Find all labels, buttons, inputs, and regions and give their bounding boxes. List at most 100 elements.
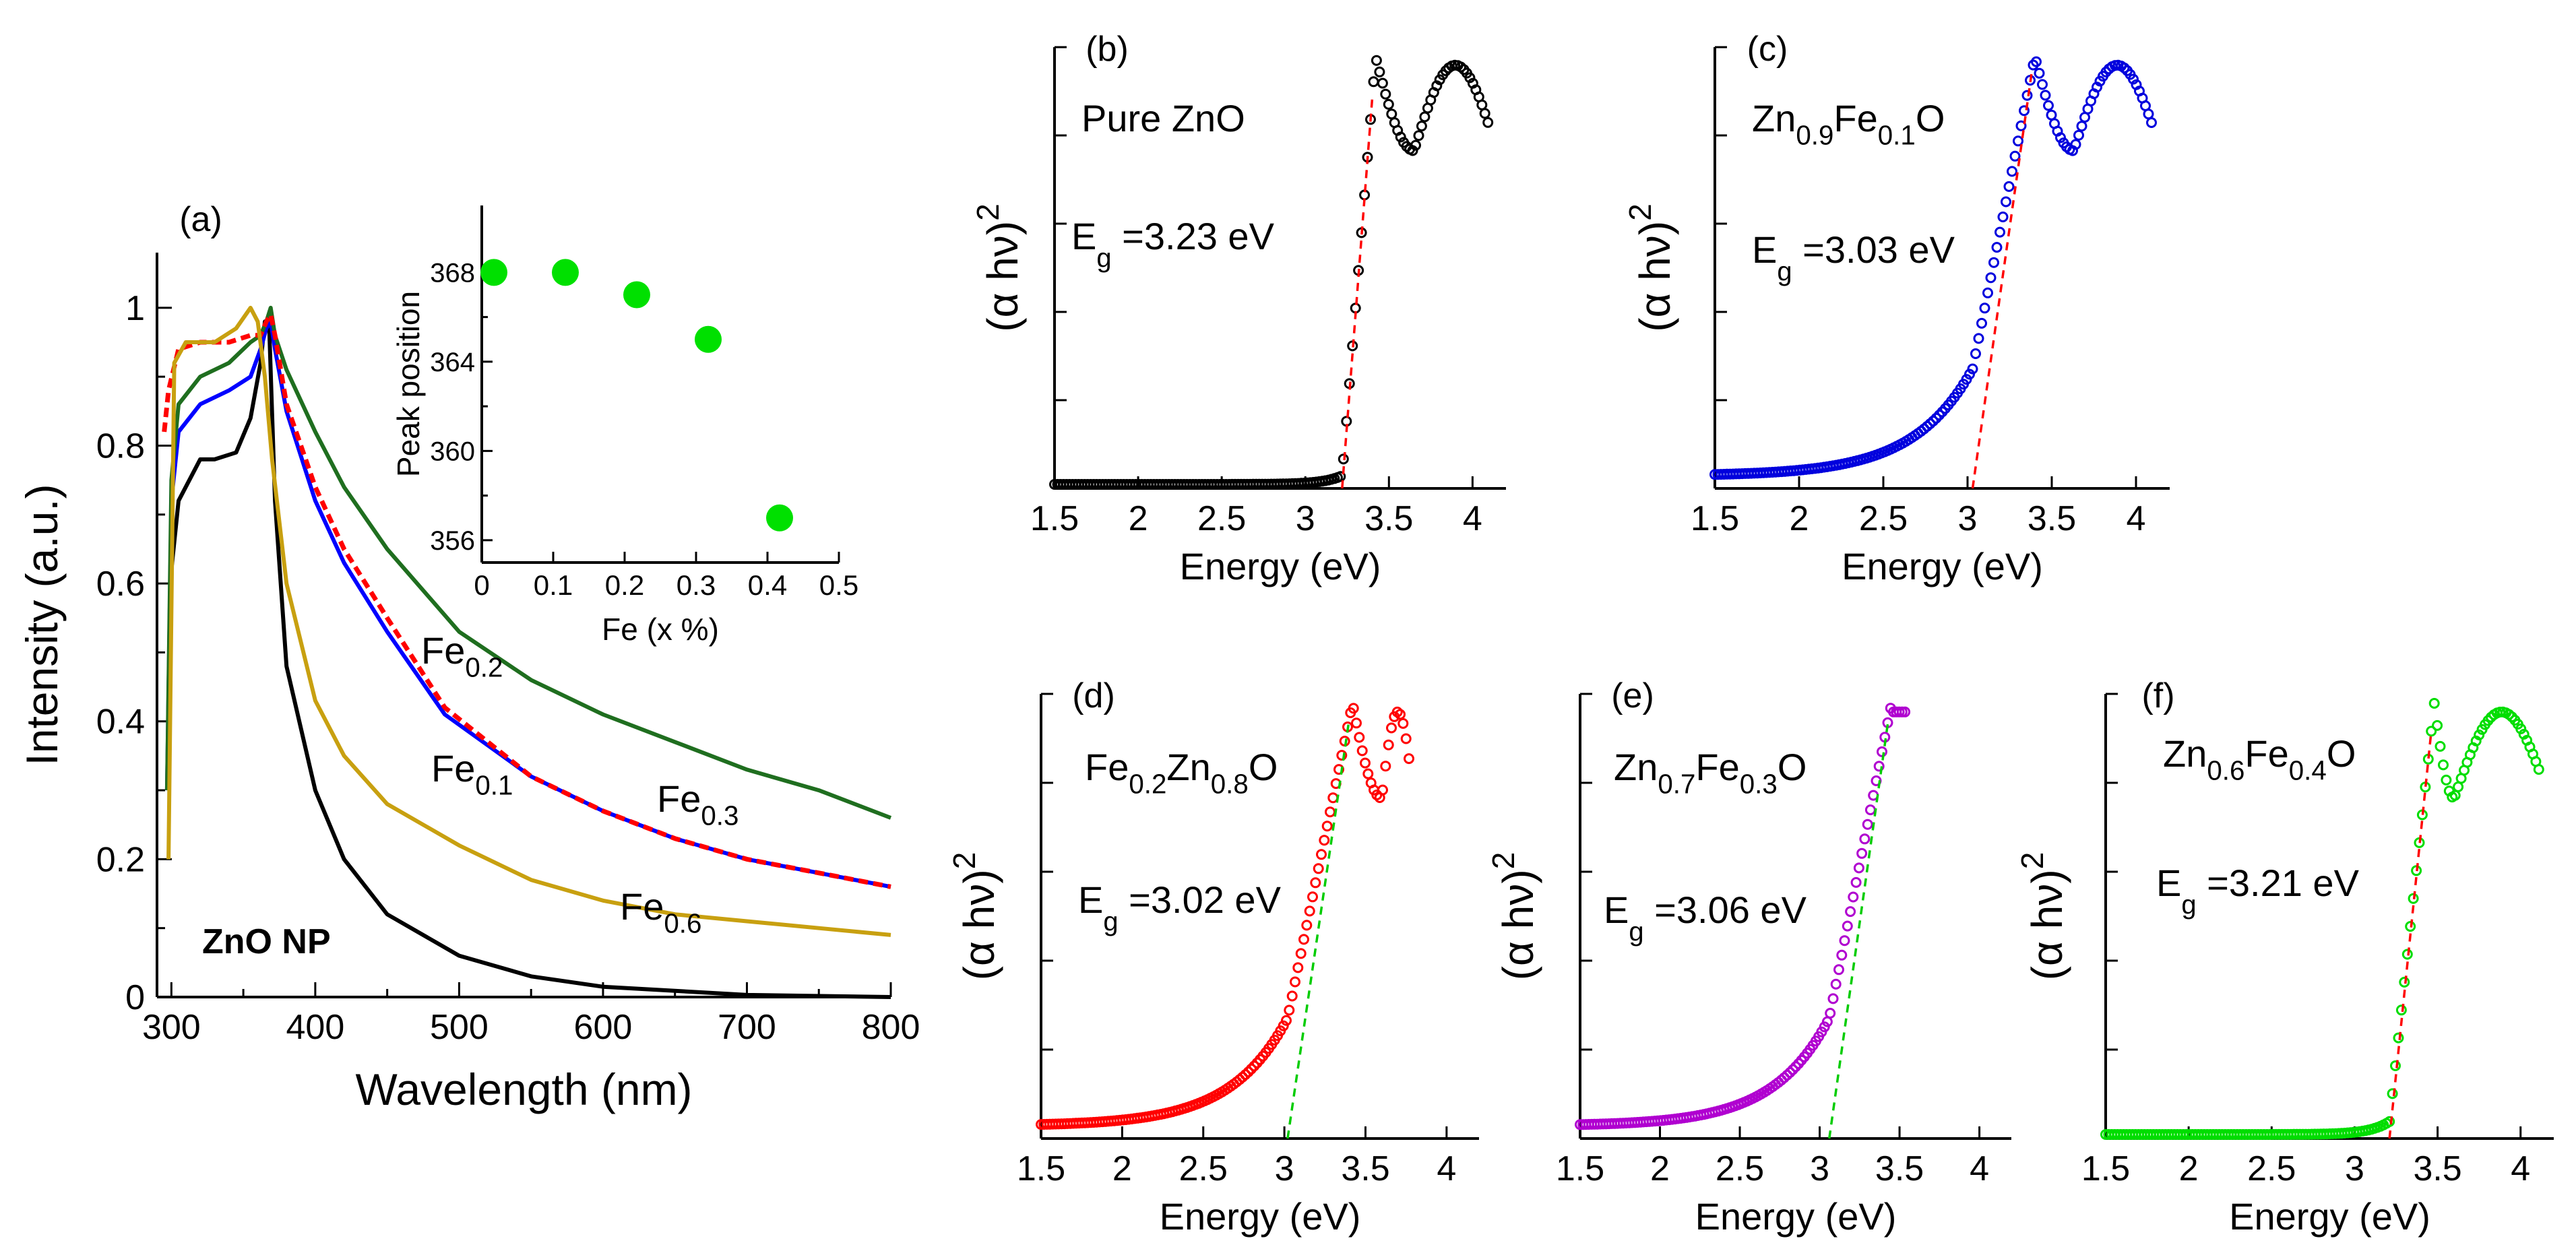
label-fe01: Fe0.1 <box>431 747 513 801</box>
x-tick-label: 500 <box>430 1008 489 1047</box>
band-gap-text: E <box>1752 228 1777 271</box>
data-point <box>1856 847 1868 859</box>
data-point <box>1246 1063 1257 1075</box>
data-point <box>1476 99 1488 110</box>
band-gap-label: Eg =3.02 eV <box>1078 878 1282 936</box>
data-point <box>1377 77 1388 89</box>
data-point <box>1348 703 1359 714</box>
inset-data-point <box>766 504 793 532</box>
inset-data-point <box>623 281 650 309</box>
formula-part: O <box>2327 732 2356 775</box>
data-point <box>2037 79 2048 90</box>
data-point <box>1371 55 1382 66</box>
data-point <box>1310 877 1321 889</box>
data-point <box>1400 733 1412 744</box>
data-point <box>2046 109 2057 121</box>
x-tick-label: 3 <box>1275 1149 1294 1188</box>
x-tick-label: 600 <box>574 1008 633 1047</box>
subscript: 0.1 <box>475 770 513 801</box>
data-point <box>1839 935 1850 947</box>
data-point <box>2533 764 2544 775</box>
data-point <box>1964 369 1975 380</box>
band-gap-text: E <box>2156 862 2181 904</box>
series-line-zno <box>166 319 891 999</box>
data-point <box>1994 226 2005 238</box>
data-point <box>2399 976 2410 988</box>
data-point <box>2441 774 2452 786</box>
band-gap-text: E <box>1604 889 1629 931</box>
data-point <box>1848 891 1859 903</box>
y-tick-label: 1 <box>125 289 145 328</box>
x-tick-label: 3 <box>2345 1149 2364 1188</box>
y-label-exponent: 2 <box>2015 852 2050 870</box>
data-point <box>1845 906 1856 918</box>
subscript: g <box>1629 917 1643 947</box>
tauc-fit-line <box>1828 719 1890 1139</box>
label-fe03: Fe0.3 <box>657 777 739 831</box>
data-point <box>1335 471 1346 482</box>
sample-name: Pure ZnO <box>1081 97 1245 139</box>
subscript: g <box>1777 257 1792 286</box>
data-point <box>1864 804 1876 816</box>
inset-x-tick-label: 0.5 <box>819 569 858 601</box>
data-point <box>1374 66 1385 77</box>
data-point <box>1298 934 1309 945</box>
x-tick-label: 2.5 <box>1716 1149 1764 1188</box>
y-tick-label: 0.8 <box>96 426 145 466</box>
data-point <box>2395 1004 2407 1016</box>
data-point <box>2515 723 2527 734</box>
formula-part: Fe <box>657 777 701 820</box>
data-point <box>1877 746 1887 757</box>
data-point <box>1827 993 1839 1004</box>
data-point <box>1304 905 1315 917</box>
x-tick-label: 3 <box>1296 499 1315 538</box>
data-point <box>2405 921 2416 932</box>
band-gap-text: E <box>1078 878 1103 921</box>
x-tick-label: 3 <box>1810 1149 1829 1188</box>
x-tick-label: 2 <box>2179 1149 2199 1188</box>
series-line-fe02 <box>164 305 892 820</box>
data-point <box>2031 56 2042 67</box>
inset-x-tick-label: 0 <box>474 569 489 601</box>
x-tick-label: 300 <box>142 1008 201 1047</box>
subscript: 0.9 <box>1796 120 1833 151</box>
data-point <box>2432 719 2443 731</box>
subscript: 0.6 <box>664 908 701 939</box>
data-point <box>1383 98 1394 110</box>
formula-part: Fe <box>1833 97 1877 139</box>
x-tick-label: 3.5 <box>1364 499 1413 538</box>
data-point <box>1386 722 1397 734</box>
band-gap-text: =3.21 eV <box>2197 862 2360 904</box>
data-point <box>1356 745 1368 757</box>
formula-part: Fe <box>431 747 475 790</box>
data-point <box>1380 88 1391 100</box>
data-point <box>1351 717 1362 729</box>
x-tick-label: 4 <box>1437 1149 1456 1188</box>
x-axis-label: Wavelength (nm) <box>355 1064 692 1114</box>
tauc-fit-line <box>2388 734 2432 1139</box>
band-gap-label: Eg =3.03 eV <box>1752 228 1955 286</box>
data-point <box>2021 90 2033 101</box>
formula-part: Fe <box>620 885 664 928</box>
data-point <box>1325 806 1336 818</box>
band-gap-text: =3.02 eV <box>1119 878 1282 921</box>
data-point <box>1862 819 1873 830</box>
x-tick-label: 1.5 <box>1017 1149 1065 1188</box>
x-tick-label: 1.5 <box>2081 1149 2130 1188</box>
data-point <box>1836 949 1848 961</box>
formula-part: Zn <box>2163 732 2207 775</box>
tauc-fit-line <box>1341 98 1374 489</box>
data-point <box>1286 990 1298 1002</box>
x-tick-label: 1.5 <box>1030 499 1079 538</box>
data-point <box>2034 67 2045 79</box>
data-point <box>2001 196 2011 207</box>
inset-y-tick-label: 356 <box>430 526 475 556</box>
data-point <box>1985 272 1997 284</box>
x-axis-label: Energy (eV) <box>1695 1195 1897 1238</box>
data-point <box>1284 1004 1295 1016</box>
y-tick-label: 0 <box>125 978 145 1017</box>
data-point <box>2019 105 2030 117</box>
x-axis-label: Energy (eV) <box>1180 545 1381 587</box>
data-point <box>1853 862 1864 874</box>
